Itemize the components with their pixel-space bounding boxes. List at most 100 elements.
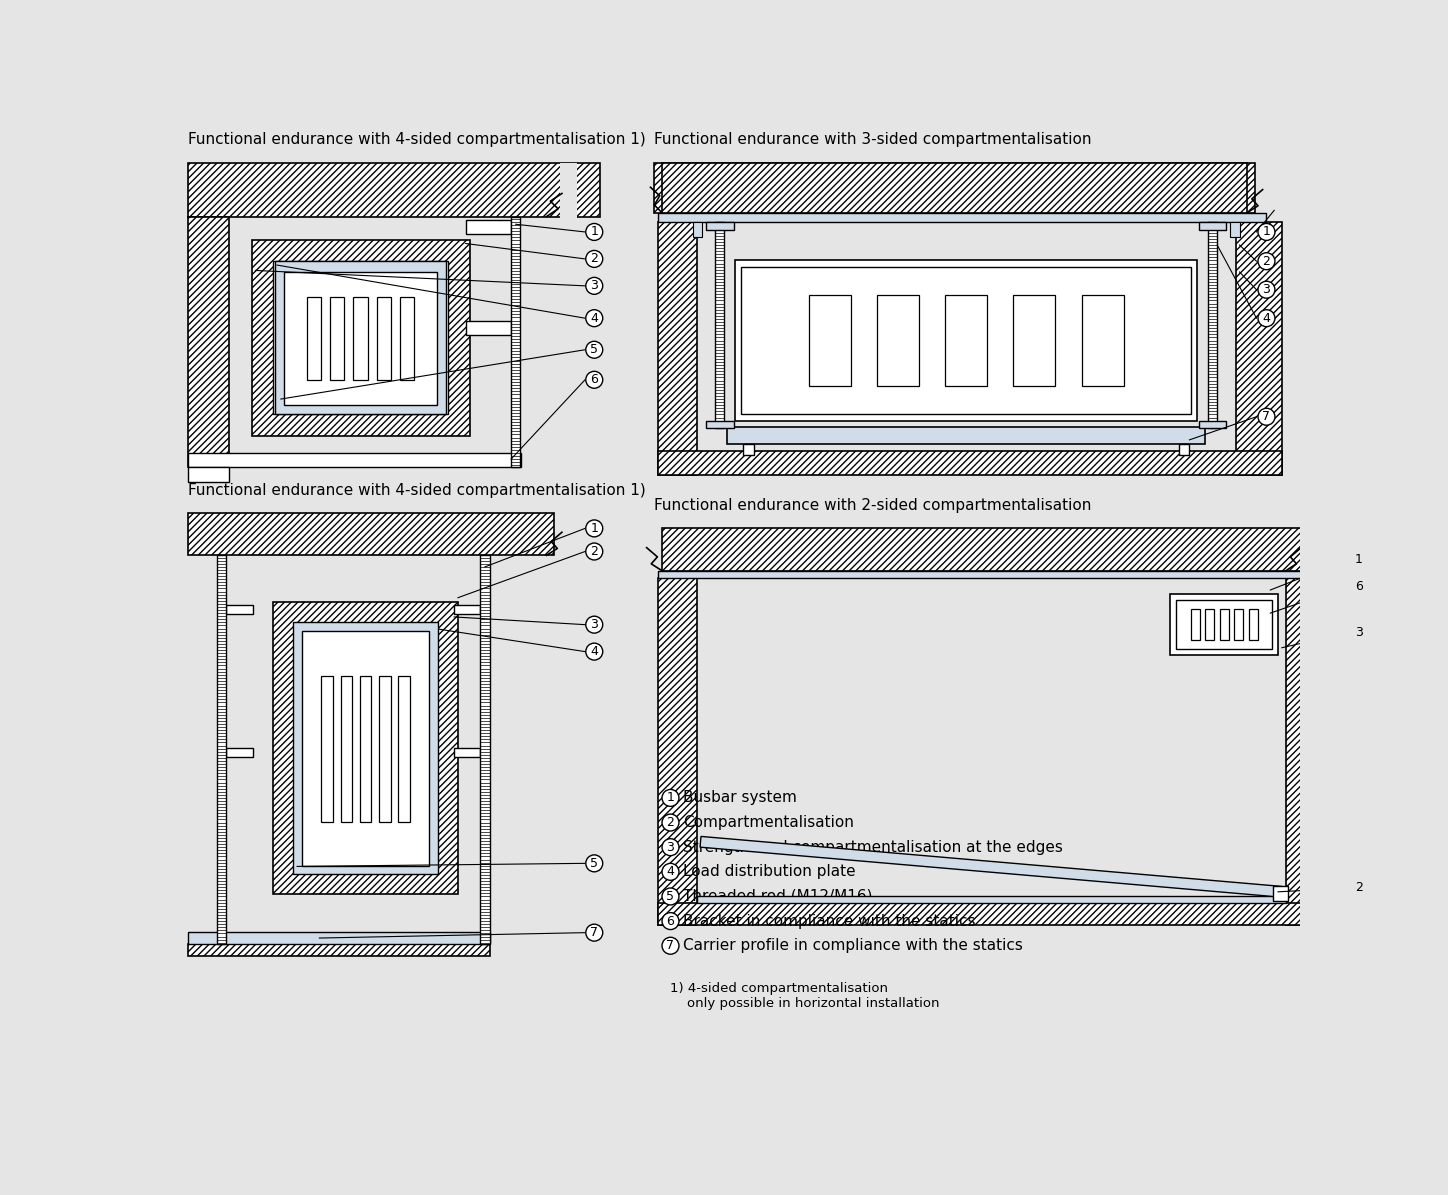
Bar — [662, 163, 1247, 213]
Bar — [696, 222, 1235, 452]
Circle shape — [586, 342, 602, 358]
Text: 2: 2 — [1263, 255, 1270, 268]
Bar — [707, 421, 734, 428]
Text: 2: 2 — [591, 252, 598, 265]
Bar — [654, 163, 1255, 213]
Text: Threaded rod (M12/M16): Threaded rod (M12/M16) — [683, 889, 872, 903]
Bar — [1014, 295, 1056, 386]
Text: 6: 6 — [666, 914, 675, 927]
Text: Functional endurance with 4-sided compartmentalisation 1): Functional endurance with 4-sided compar… — [188, 133, 646, 147]
Text: 3: 3 — [666, 840, 675, 853]
Bar — [455, 748, 481, 758]
Bar — [1273, 885, 1289, 901]
Bar — [321, 675, 333, 822]
Bar — [946, 295, 988, 386]
Bar — [359, 675, 372, 822]
Text: Busbar system: Busbar system — [683, 790, 796, 805]
Text: 1) 4-sided compartmentalisation: 1) 4-sided compartmentalisation — [670, 982, 889, 995]
Bar — [379, 675, 391, 822]
Bar — [1205, 609, 1213, 641]
Bar — [715, 222, 724, 428]
Circle shape — [586, 251, 602, 268]
Bar — [1199, 222, 1226, 229]
Bar — [1199, 421, 1226, 428]
Bar — [659, 452, 1281, 474]
Bar — [481, 556, 489, 944]
Bar — [727, 427, 1205, 443]
Bar — [659, 571, 1305, 578]
Text: 5: 5 — [591, 343, 598, 356]
Bar — [1219, 609, 1228, 641]
Text: 3: 3 — [1355, 626, 1363, 639]
Bar — [1235, 222, 1281, 474]
Text: 4: 4 — [591, 645, 598, 658]
Text: 1: 1 — [1263, 226, 1270, 239]
Bar — [330, 298, 345, 380]
Circle shape — [662, 790, 679, 807]
Text: Functional endurance with 3-sided compartmentalisation: Functional endurance with 3-sided compar… — [654, 133, 1092, 147]
Text: 4: 4 — [1263, 312, 1270, 325]
Text: 1: 1 — [591, 522, 598, 535]
Bar — [340, 675, 352, 822]
Bar — [188, 216, 229, 467]
Bar — [743, 443, 753, 455]
Bar — [284, 272, 437, 405]
Text: Strengthened compartmentalisation at the edges: Strengthened compartmentalisation at the… — [683, 840, 1063, 854]
Bar — [560, 163, 578, 220]
Bar — [1231, 222, 1239, 238]
Text: Functional endurance with 4-sided compartmentalisation 1): Functional endurance with 4-sided compar… — [188, 483, 646, 497]
Text: 1: 1 — [1355, 553, 1363, 565]
Bar — [398, 675, 410, 822]
Circle shape — [662, 913, 679, 930]
Bar — [275, 262, 446, 415]
Bar — [659, 903, 1325, 925]
Circle shape — [662, 814, 679, 831]
Bar — [466, 321, 511, 335]
Circle shape — [1258, 252, 1274, 270]
Text: 7: 7 — [666, 939, 675, 952]
Bar — [303, 631, 429, 866]
Bar — [659, 213, 1267, 222]
Bar — [226, 748, 253, 758]
Circle shape — [586, 310, 602, 326]
Bar — [307, 298, 321, 380]
Circle shape — [662, 937, 679, 955]
Bar — [400, 298, 414, 380]
Circle shape — [586, 854, 602, 872]
Circle shape — [586, 643, 602, 660]
Text: Bracket in compliance with the statics: Bracket in compliance with the statics — [683, 914, 976, 929]
Circle shape — [662, 863, 679, 881]
Text: 7: 7 — [591, 926, 598, 939]
Bar — [659, 578, 696, 925]
Bar — [274, 262, 447, 415]
Text: 2: 2 — [666, 816, 675, 829]
Text: only possible in horizontal installation: only possible in horizontal installation — [670, 998, 940, 1010]
Text: 5: 5 — [591, 857, 598, 870]
Bar — [1176, 600, 1271, 649]
Text: 4: 4 — [666, 865, 675, 878]
Bar — [217, 556, 226, 944]
Bar — [707, 222, 734, 229]
Bar — [1170, 594, 1279, 655]
Bar — [736, 261, 1197, 421]
Circle shape — [586, 617, 602, 633]
Bar — [1234, 609, 1242, 641]
Circle shape — [586, 223, 602, 240]
Bar — [455, 605, 481, 614]
Bar — [809, 295, 851, 386]
Text: 3: 3 — [1263, 283, 1270, 296]
Bar — [741, 266, 1192, 415]
Bar — [1208, 222, 1218, 428]
Text: 4: 4 — [591, 312, 598, 325]
Circle shape — [1258, 281, 1274, 299]
Text: Carrier profile in compliance with the statics: Carrier profile in compliance with the s… — [683, 938, 1022, 954]
Text: 7: 7 — [1263, 410, 1270, 423]
Text: Load distribution plate: Load distribution plate — [683, 864, 856, 880]
Circle shape — [1351, 880, 1367, 896]
Text: 5: 5 — [666, 890, 675, 903]
Bar — [877, 295, 919, 386]
Bar — [274, 601, 458, 894]
Circle shape — [586, 520, 602, 537]
Bar — [188, 944, 491, 956]
Bar — [659, 222, 696, 474]
